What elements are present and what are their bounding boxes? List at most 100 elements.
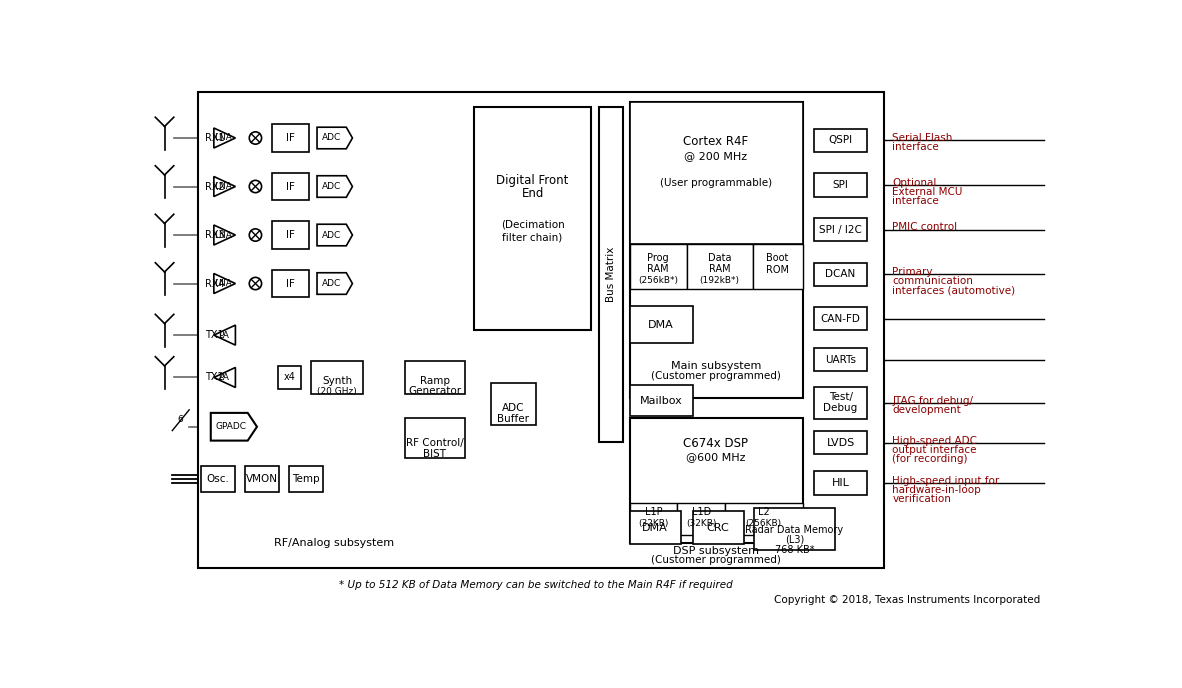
Text: Buffer: Buffer — [498, 414, 530, 424]
Text: LNA: LNA — [214, 230, 232, 239]
Text: High-speed ADC: High-speed ADC — [892, 436, 978, 446]
Polygon shape — [214, 177, 235, 197]
Text: IF: IF — [286, 279, 296, 288]
Text: Primary: Primary — [892, 267, 933, 277]
Bar — [404, 361, 465, 394]
Bar — [754, 508, 836, 550]
Polygon shape — [214, 128, 235, 148]
Text: IF: IF — [286, 133, 296, 143]
Bar — [814, 263, 866, 286]
Text: GPADC: GPADC — [215, 422, 246, 431]
Text: Copyright © 2018, Texas Instruments Incorporated: Copyright © 2018, Texas Instruments Inco… — [774, 595, 1040, 605]
Text: BIST: BIST — [423, 449, 447, 459]
Text: Main subsystem: Main subsystem — [670, 361, 761, 371]
Bar — [630, 511, 681, 544]
Text: @ 200 MHz: @ 200 MHz — [684, 151, 747, 161]
Text: ADC: ADC — [322, 133, 342, 142]
Text: * Up to 512 KB of Data Memory can be switched to the Main R4F if required: * Up to 512 KB of Data Memory can be swi… — [339, 579, 733, 590]
Text: (for recording): (for recording) — [892, 454, 968, 464]
Bar — [630, 102, 803, 244]
Text: interfaces (automotive): interfaces (automotive) — [892, 286, 1015, 295]
Text: Generator: Generator — [408, 387, 461, 396]
Text: DCAN: DCAN — [825, 269, 856, 279]
Text: Test/: Test/ — [829, 391, 852, 402]
Bar — [677, 503, 725, 535]
Bar — [311, 361, 363, 394]
Text: C674x DSP: C674x DSP — [683, 437, 748, 450]
Text: Ramp: Ramp — [420, 376, 450, 387]
Text: IF: IF — [286, 230, 296, 240]
Polygon shape — [214, 225, 235, 245]
Text: (256KB): (256KB) — [746, 519, 781, 528]
Text: SPI / I2C: SPI / I2C — [819, 224, 862, 235]
Text: External MCU: External MCU — [892, 187, 962, 197]
Bar — [814, 431, 866, 455]
Text: VMON: VMON — [246, 474, 278, 484]
Circle shape — [249, 229, 261, 241]
Bar — [278, 366, 301, 389]
Bar — [272, 173, 310, 200]
Text: Bus Matrix: Bus Matrix — [606, 246, 616, 302]
Text: output interface: output interface — [892, 445, 976, 455]
Polygon shape — [214, 274, 235, 294]
Text: RAM: RAM — [648, 264, 669, 274]
Bar — [630, 244, 688, 289]
Text: (20 GHz): (20 GHz) — [317, 387, 357, 396]
Bar — [725, 503, 803, 535]
Text: ROM: ROM — [766, 265, 790, 275]
Text: SPI: SPI — [832, 180, 849, 190]
Circle shape — [249, 132, 261, 144]
Bar — [814, 129, 866, 152]
Circle shape — [249, 277, 261, 290]
Bar — [814, 387, 866, 419]
Text: 768 KB*: 768 KB* — [774, 545, 814, 555]
Bar — [272, 124, 310, 152]
Text: ADC: ADC — [322, 279, 342, 288]
Bar — [814, 173, 866, 197]
Bar — [814, 348, 866, 372]
Bar — [814, 471, 866, 495]
Text: Synth: Synth — [322, 376, 352, 387]
Bar — [272, 221, 310, 249]
Text: RF/Analog subsystem: RF/Analog subsystem — [274, 538, 394, 548]
Bar — [245, 466, 279, 492]
Text: (32KB): (32KB) — [638, 519, 669, 528]
Text: TX1: TX1 — [204, 330, 223, 340]
Text: RX2: RX2 — [204, 182, 225, 191]
Text: IF: IF — [286, 182, 296, 191]
Text: x4: x4 — [284, 372, 296, 383]
Bar — [630, 503, 677, 535]
Text: JTAG for debug/: JTAG for debug/ — [892, 396, 973, 405]
Text: Radar Data Memory: Radar Data Memory — [746, 525, 844, 535]
Bar — [474, 107, 591, 330]
Text: (192kB*): (192kB*) — [700, 276, 740, 285]
Text: interface: interface — [892, 142, 939, 152]
Text: High-speed input for: High-speed input for — [892, 475, 1000, 486]
Text: PMIC control: PMIC control — [892, 222, 957, 233]
Text: LNA: LNA — [214, 279, 232, 288]
Text: Optional: Optional — [892, 178, 936, 188]
Text: (Customer programmed): (Customer programmed) — [651, 555, 781, 565]
Bar — [814, 218, 866, 241]
Bar — [599, 107, 623, 442]
Text: ADC: ADC — [502, 403, 525, 413]
Bar — [630, 102, 803, 398]
Bar — [630, 418, 803, 543]
Text: (Decimation: (Decimation — [501, 219, 565, 229]
Bar — [630, 385, 693, 416]
Text: LVDS: LVDS — [826, 438, 855, 448]
Text: @600 MHz: @600 MHz — [686, 452, 746, 462]
Text: development: development — [892, 405, 961, 415]
Text: Debug: Debug — [824, 403, 858, 413]
Text: UARTs: UARTs — [825, 355, 856, 365]
Text: L2: L2 — [758, 507, 769, 517]
Bar — [272, 270, 310, 297]
Text: Boot: Boot — [766, 253, 788, 263]
Polygon shape — [214, 367, 235, 387]
Text: PA: PA — [219, 331, 229, 340]
Text: Serial Flash: Serial Flash — [892, 133, 953, 143]
Text: interface: interface — [892, 196, 939, 206]
Bar — [814, 308, 866, 330]
Text: End: End — [521, 187, 544, 200]
Text: (User programmable): (User programmable) — [660, 178, 772, 188]
